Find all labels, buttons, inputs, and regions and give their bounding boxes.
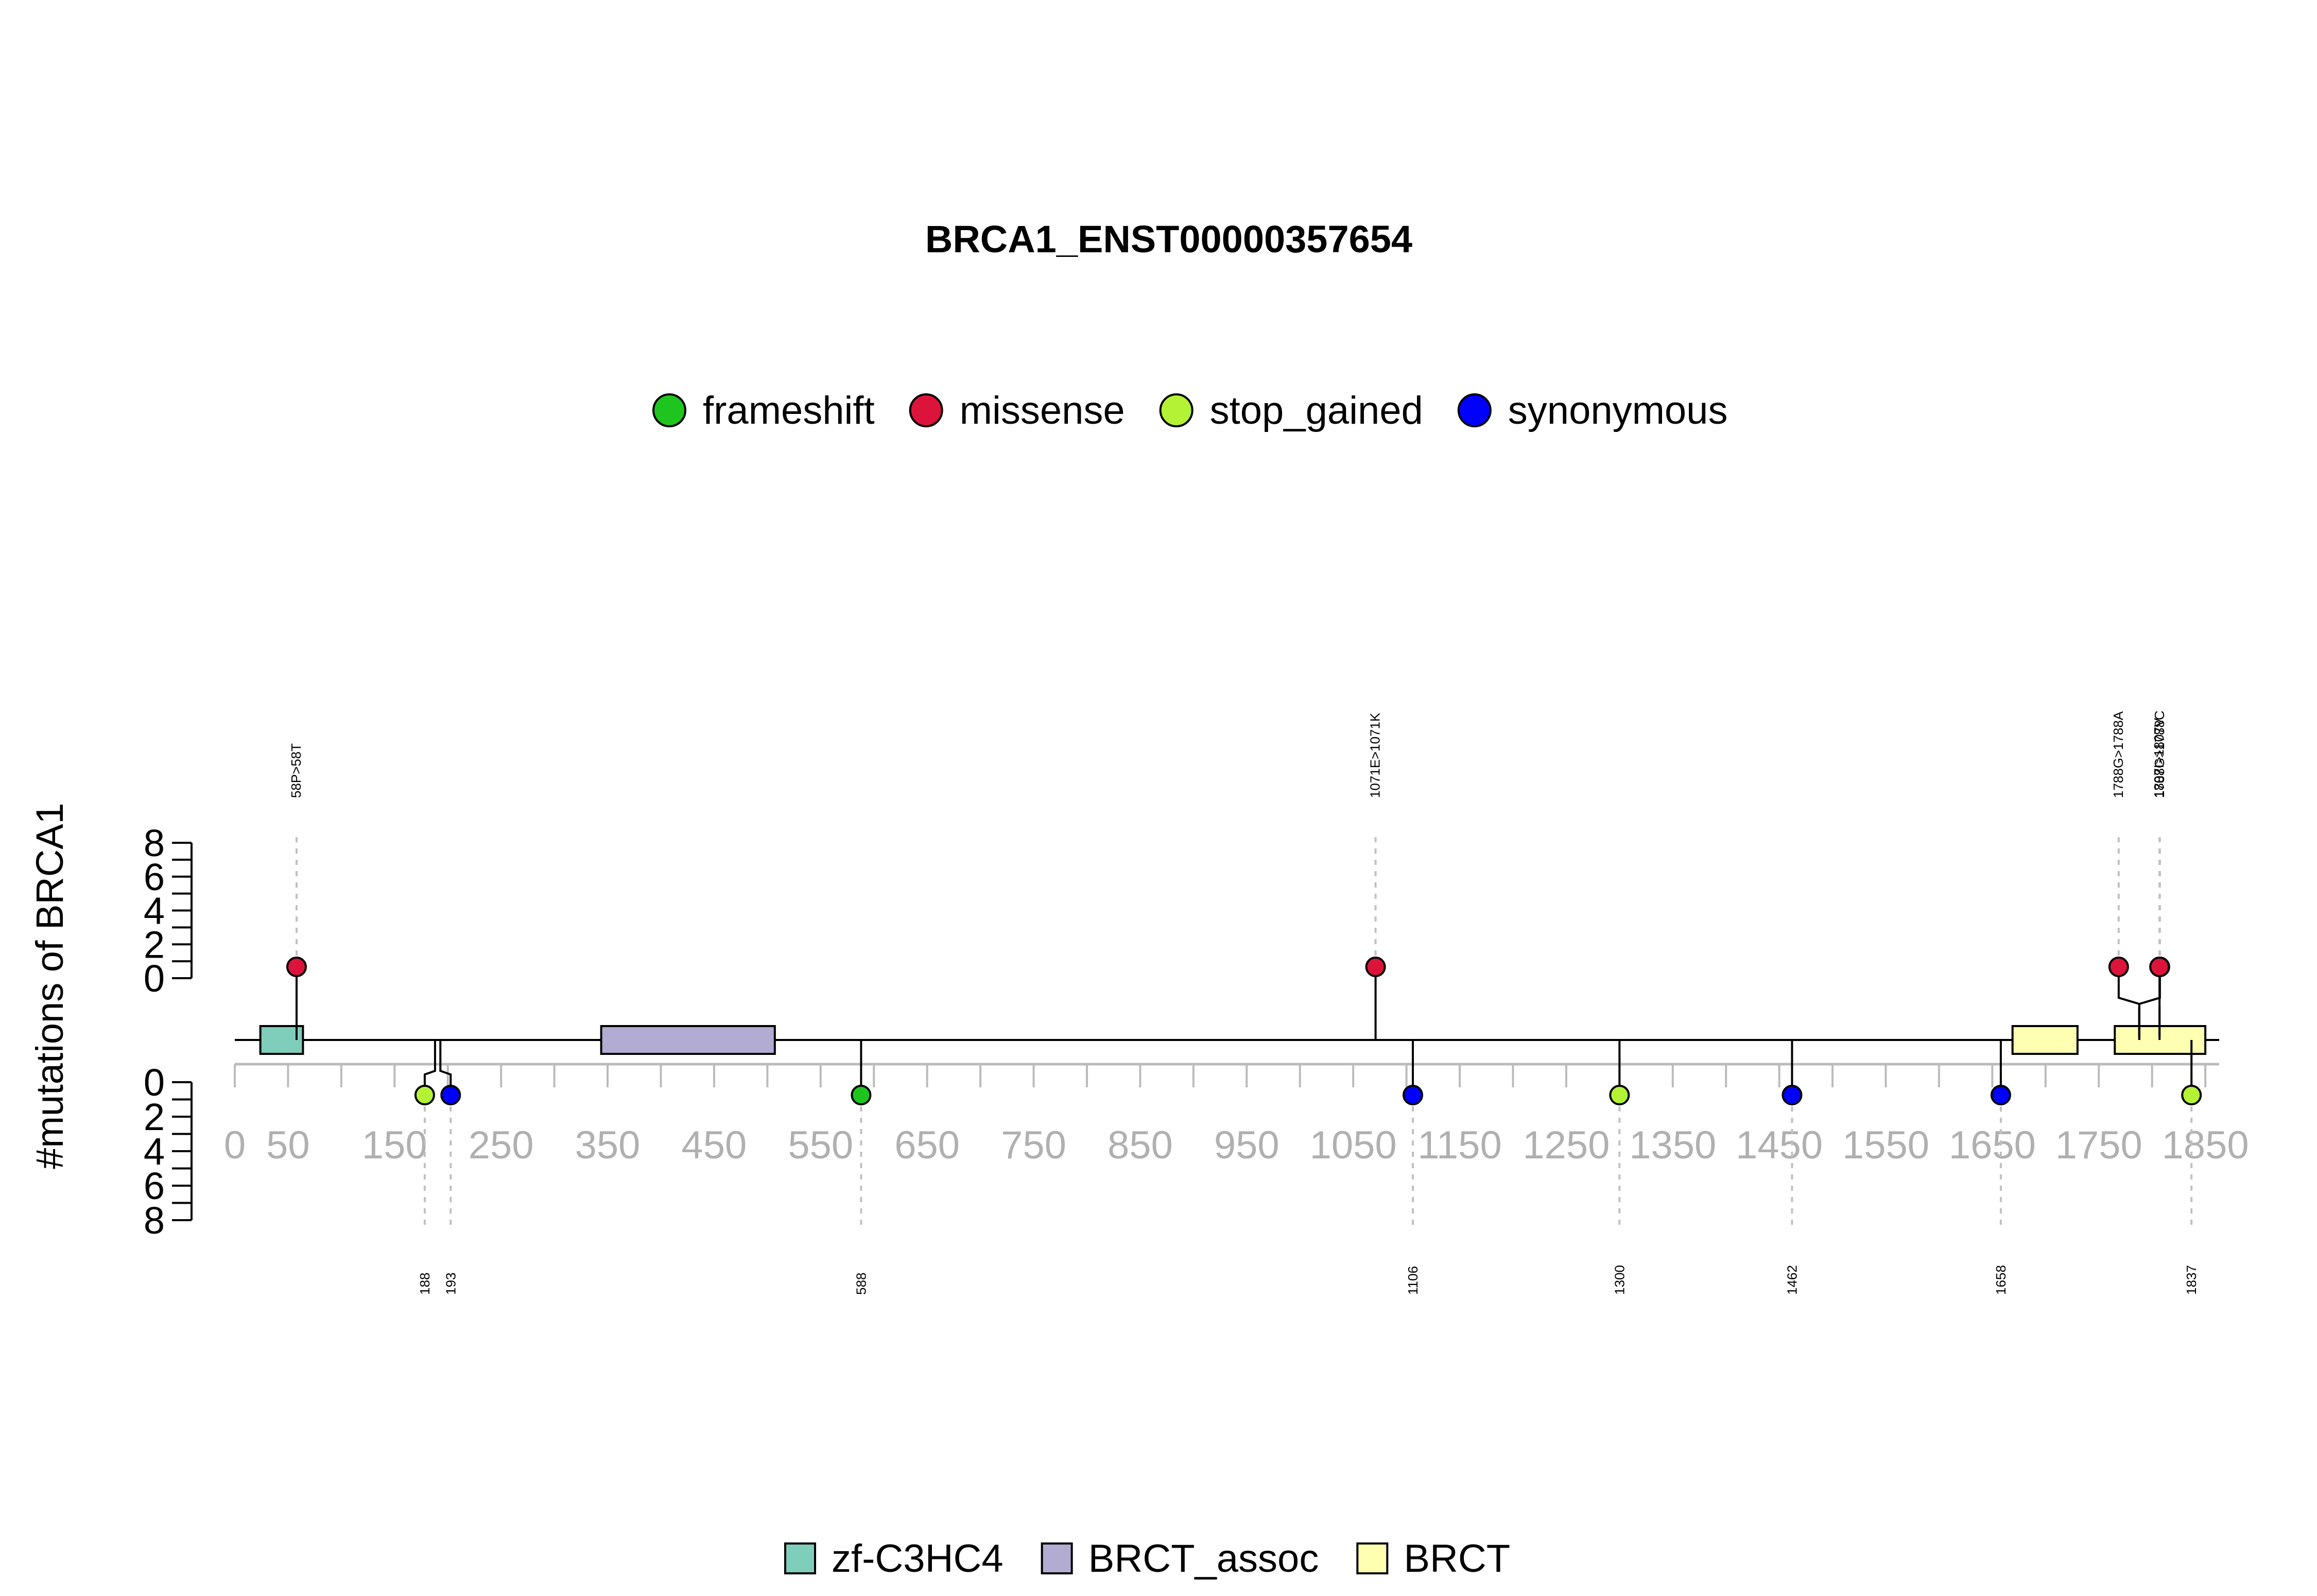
lollipop-head-stop_gained — [414, 1085, 435, 1105]
lollipop-head-synonymous — [1782, 1085, 1803, 1105]
legend-swatch-BRCT_assoc — [1041, 1542, 1073, 1574]
mutation-label: 193 — [443, 1273, 458, 1295]
mutation-label: 1788G>1788C — [2152, 710, 2167, 798]
y-axis-label: #mutations of BRCA1 — [28, 803, 71, 1169]
x-axis: 0 50 150 250 350 450 550 650 750 850 950 1050 1150 12… — [224, 1063, 2249, 1167]
lollipop-head-missense — [1365, 957, 1386, 977]
legend-label-stop_gained: stop_gained — [1210, 389, 1423, 432]
x-tick-label: 0 — [224, 1123, 246, 1167]
x-tick-label: 250 — [469, 1123, 534, 1167]
legend-label-synonymous: synonymous — [1508, 389, 1728, 432]
x-tick-label: 1450 — [1736, 1123, 1823, 1167]
x-tick-label: 1150 — [1417, 1123, 1501, 1167]
x-tick-label: 850 — [1108, 1123, 1173, 1167]
lollipop-head-missense — [286, 957, 307, 977]
mutation-label: 588 — [853, 1273, 869, 1295]
x-tick-label: 1750 — [2055, 1123, 2142, 1167]
x-tick-label: 550 — [788, 1123, 853, 1167]
lollipop-head-synonymous — [440, 1085, 461, 1105]
lollipop-stem — [439, 1040, 452, 1095]
lollipop-stem — [423, 1040, 436, 1095]
domain-BRCT_assoc — [600, 1025, 776, 1055]
legend-label-missense: missense — [960, 389, 1125, 432]
x-tick-label: 1350 — [1629, 1123, 1716, 1167]
legend-swatch-synonymous — [1457, 393, 1492, 427]
mutation-label: 1106 — [1405, 1266, 1421, 1295]
y-tick-label-top: 4 — [144, 890, 165, 932]
x-tick-label: 1850 — [2162, 1123, 2249, 1167]
mutation-label: 1658 — [1993, 1265, 2009, 1295]
mutation-legend: frameshift missense stop_gained synonymous — [652, 389, 1728, 432]
mutation-label: 1837 — [2184, 1265, 2199, 1295]
lollipop-head-missense — [2149, 957, 2170, 977]
y-tick-label-bottom: 6 — [144, 1165, 165, 1207]
lollipop-head-stop_gained — [1609, 1085, 1630, 1105]
x-tick-label: 150 — [362, 1123, 427, 1167]
mutation-label: 58P>58T — [288, 743, 304, 798]
lollipop-head-missense — [2108, 957, 2129, 977]
mutation-label: 188 — [417, 1273, 433, 1295]
x-tick-label: 950 — [1214, 1123, 1279, 1167]
domain-BRCT — [2011, 1025, 2079, 1055]
legend-swatch-missense — [909, 393, 943, 427]
lollipop-head-frameshift — [851, 1085, 872, 1105]
y-tick-label-bottom: 4 — [144, 1130, 165, 1173]
legend-swatch-stop_gained — [1159, 393, 1194, 427]
mutation-label: 1071E>1071K — [1368, 713, 1383, 798]
y-tick-label-bottom: 2 — [144, 1096, 165, 1138]
x-tick-label: 650 — [894, 1123, 960, 1167]
x-tick-label: 50 — [266, 1123, 310, 1167]
mutation-label: 1462 — [1784, 1265, 1800, 1295]
lollipop-head-stop_gained — [2181, 1085, 2202, 1105]
legend-swatch-zf-C3HC4 — [784, 1542, 816, 1574]
y-tick-label-top: 8 — [144, 822, 165, 864]
x-tick-label: 1650 — [1949, 1123, 2036, 1167]
mutation-label: 1300 — [1612, 1265, 1627, 1295]
legend-swatch-BRCT — [1356, 1542, 1389, 1574]
mutation-label: 1807I>1807V — [2151, 718, 2167, 798]
y-tick-label-top: 6 — [144, 856, 165, 898]
x-tick-label: 1250 — [1523, 1123, 1610, 1167]
legend-swatch-frameshift — [652, 393, 686, 427]
mutation-lollipops: 58P>58T 1071E>1071K 1788G>1788A 1788G>1788C… — [286, 710, 2202, 1295]
lollipop-head-synonymous — [1990, 1085, 2011, 1105]
legend-label-zf-C3HC4: zf-C3HC4 — [832, 1537, 1004, 1581]
mutation-label: 1788G>1788A — [2111, 711, 2126, 798]
chart-title: BRCA1_ENST00000357654 — [925, 218, 1412, 261]
y-tick-label-top: 0 — [144, 957, 165, 1000]
domain-legend: zf-C3HC4 BRCT_assoc BRCT — [784, 1537, 1510, 1581]
legend-label-BRCT_assoc: BRCT_assoc — [1088, 1537, 1319, 1581]
y-tick-label-bottom: 0 — [144, 1061, 165, 1104]
x-tick-label: 1550 — [1842, 1123, 1929, 1167]
lollipop-head-synonymous — [1402, 1085, 1423, 1105]
x-tick-label: 1050 — [1310, 1123, 1397, 1167]
y-tick-label-bottom: 8 — [144, 1199, 165, 1242]
y-tick-label-top: 2 — [144, 923, 165, 966]
x-tick-label: 750 — [1001, 1123, 1066, 1167]
protein-domains — [259, 1007, 2207, 1055]
legend-label-BRCT: BRCT — [1404, 1537, 1510, 1581]
legend-label-frameshift: frameshift — [703, 389, 875, 432]
x-tick-label: 350 — [575, 1123, 641, 1167]
x-tick-label: 450 — [682, 1123, 747, 1167]
